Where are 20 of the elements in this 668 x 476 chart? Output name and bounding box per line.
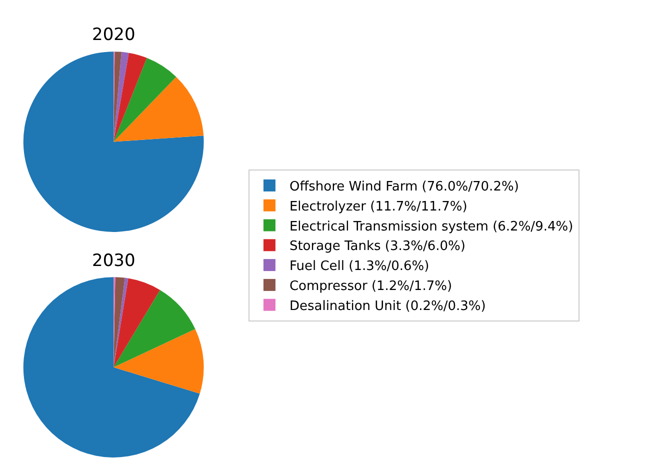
pie-slice [114,52,129,142]
pie-slice [23,52,204,232]
pie-slice [23,277,200,458]
pie-slice [114,52,122,142]
legend-label: Electrolyzer (11.7%/11.7%) [289,199,468,214]
pie-slice [114,290,196,368]
legend-label: Fuel Cell (1.3%/0.6%) [289,259,430,274]
pie-slice [114,58,176,142]
pie-slice [114,328,204,394]
pie-slice [114,278,160,368]
chart-title: 2030 [92,251,136,271]
pie-slice [114,76,204,142]
legend-label: Offshore Wind Farm (76.0%/70.2%) [289,180,519,195]
legend-label: Desalination Unit (0.2%/0.3%) [289,298,486,314]
pie-slice [114,277,125,368]
legend-label: Electrical Transmission system (6.2%/9.4%) [289,219,574,234]
legend-label: Storage Tanks (3.3%/6.0%) [289,239,466,254]
pie-slice [114,52,147,142]
chart-title: 2020 [92,25,136,45]
legend-label: Compressor (1.2%/1.7%) [289,279,452,294]
